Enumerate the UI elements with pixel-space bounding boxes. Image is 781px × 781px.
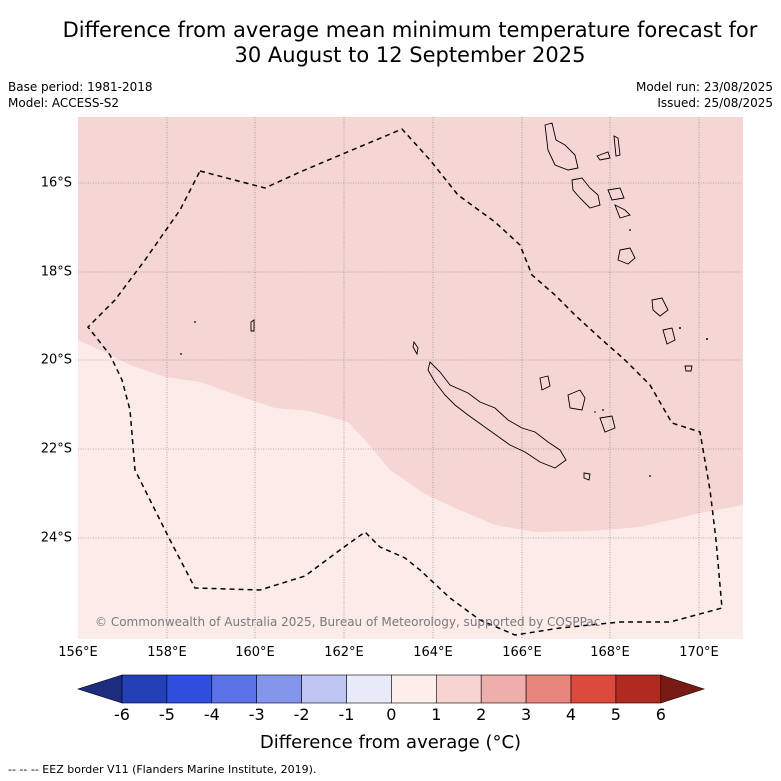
lon-label-160e: 160°E [235,645,275,660]
colorbar-extend-high [660,674,705,704]
epi-island [614,204,631,219]
aneityum-island [684,365,693,372]
colorbar-tick: 4 [565,705,577,724]
lon-label-164e: 164°E [413,645,453,660]
colorbar-segment [435,674,482,704]
colorbar-tick: 5 [610,705,621,724]
coastlines [250,122,693,481]
colorbar-tick: -2 [293,705,310,724]
colorbar-label: Difference from average (°C) [259,732,522,753]
eez-border [86,128,723,636]
lat-label-18s: 18°S [40,264,72,280]
colorbar-tick: -5 [158,705,175,724]
meta-left: Base period: 1981-2018 Model: ACCESS-S2 [8,79,153,111]
gridlines [78,117,743,639]
small-islets [180,229,708,477]
colorbar-segment [256,674,302,704]
title-line-2: 30 August to 12 September 2025 [234,43,586,67]
colorbar-tick: 6 [655,705,666,724]
lifou-island [567,389,586,411]
lon-label-166e: 166°E [502,645,542,660]
colorbar-tick: 2 [476,705,487,724]
colorbar-segment [525,674,572,704]
colorbar-tick: 1 [431,705,442,724]
base-period-text: Base period: 1981-2018 [8,80,153,94]
anomaly-1-2-region [78,117,743,532]
colorbar-segment [301,674,347,704]
colorbar-tick: 0 [386,705,397,724]
tanna-island [662,327,676,345]
lat-label-24s: 24°S [40,530,72,546]
colorbar-segment [346,674,392,704]
lon-label-170e: 170°E [679,645,719,660]
lon-label-162e: 162°E [324,645,364,660]
efate-island [617,247,636,265]
lon-label-158e: 158°E [147,645,187,660]
isle-of-pines [583,472,591,481]
colorbar-segment [615,674,662,704]
copyright-notice: © Commonwealth of Australia 2025, Bureau… [95,615,600,629]
chesterfield-reef [250,319,255,332]
colorbar-tick: -3 [248,705,265,724]
lon-label-168e: 168°E [590,645,630,660]
meta-right: Model run: 23/08/2025 Issued: 25/08/2025 [636,79,773,111]
ouvea-island [539,375,551,391]
pentecost-island [607,187,625,201]
espiritu-santo-island [544,122,579,171]
colorbar-segment [570,674,617,704]
ambae-island [596,151,611,161]
lat-label-20s: 20°S [40,352,72,368]
belep-islands [412,340,419,356]
colorbar-tick: 3 [521,705,532,724]
chart-title: Difference from average mean minimum tem… [0,18,781,68]
model-run-text: Model run: 23/08/2025 [635,80,773,94]
model-text: Model: ACCESS-S2 [8,96,120,110]
erromango-island [651,297,669,317]
colorbar [77,674,705,704]
colorbar-segment [121,674,168,704]
lon-label-156e: 156°E [58,645,98,660]
colorbar-segment [391,674,437,704]
lat-label-16s: 16°S [40,175,72,191]
map-area [78,117,743,639]
colorbar-tick: -1 [338,705,355,724]
colorbar-tick: -6 [114,705,130,724]
maewo-island [613,135,621,157]
colorbar-extend-low [77,674,123,704]
colorbar-segment [211,674,258,704]
new-caledonia-island [427,361,567,469]
colorbar-tick: -4 [203,705,220,724]
eez-legend-note: -- -- -- EEZ border V11 (Flanders Marine… [8,763,317,776]
colorbar-segment [480,674,527,704]
mare-island [599,415,616,433]
malekula-island [571,177,601,209]
lat-label-22s: 22°S [40,441,72,457]
issued-text: Issued: 25/08/2025 [657,96,773,110]
colorbar-segment [166,674,213,704]
title-line-1: Difference from average mean minimum tem… [62,18,758,42]
